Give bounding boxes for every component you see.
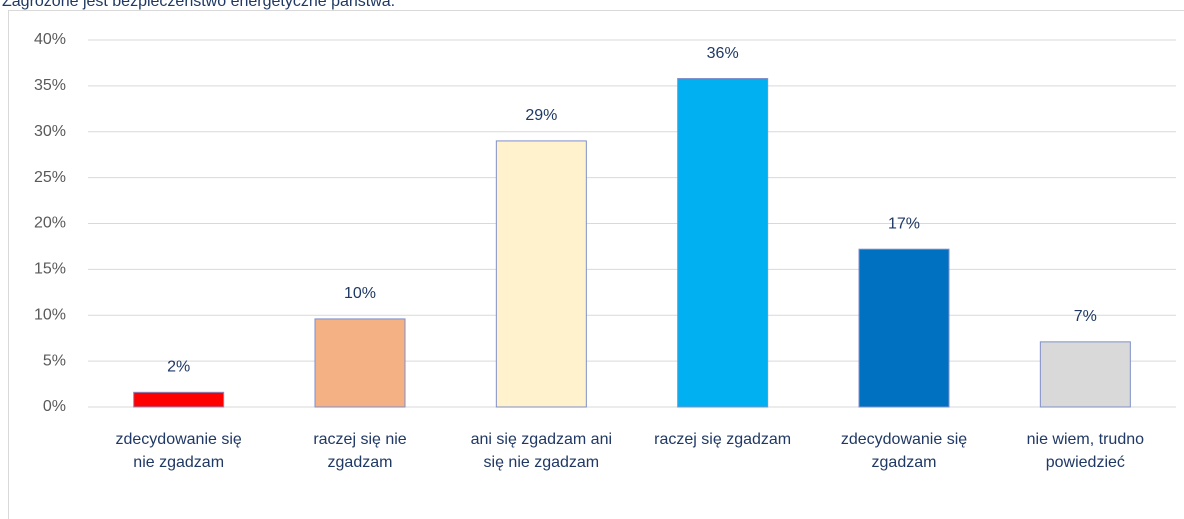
y-tick-label: 30%	[34, 123, 66, 140]
x-tick-label: nie wiem, trudno powiedzieć	[1026, 431, 1145, 471]
data-label: 2%	[167, 359, 190, 376]
data-label: 17%	[888, 215, 920, 232]
chart-title: Zagrożone jest bezpieczeństwo energetycz…	[2, 0, 395, 10]
bar	[314, 318, 406, 408]
x-tick-label: raczej się zgadzam	[654, 431, 792, 448]
y-tick-label: 10%	[34, 306, 66, 323]
x-tick-label: zdecydowanie się zgadzam	[840, 431, 968, 471]
bar	[677, 78, 769, 408]
data-label: 29%	[525, 107, 557, 124]
data-label: 36%	[707, 45, 739, 62]
x-tick-label: raczej się nie zgadzam	[313, 431, 407, 471]
y-tick-label: 5%	[43, 352, 66, 369]
chart-border	[8, 10, 1184, 519]
bar	[858, 248, 950, 408]
y-tick-label: 25%	[34, 169, 66, 186]
y-tick-label: 0%	[43, 398, 66, 415]
x-tick-label: ani się zgadzam ani się nie zgadzam	[470, 431, 613, 471]
bar	[133, 391, 225, 408]
x-tick-label: zdecydowanie się nie zgadzam	[115, 431, 242, 471]
y-tick-label: 20%	[34, 215, 66, 232]
y-tick-label: 40%	[34, 31, 66, 48]
y-tick-label: 15%	[34, 261, 66, 278]
bar	[1039, 341, 1131, 408]
y-tick-label: 35%	[34, 77, 66, 94]
data-label: 10%	[344, 285, 376, 302]
data-label: 7%	[1074, 308, 1097, 325]
bar	[495, 140, 587, 408]
